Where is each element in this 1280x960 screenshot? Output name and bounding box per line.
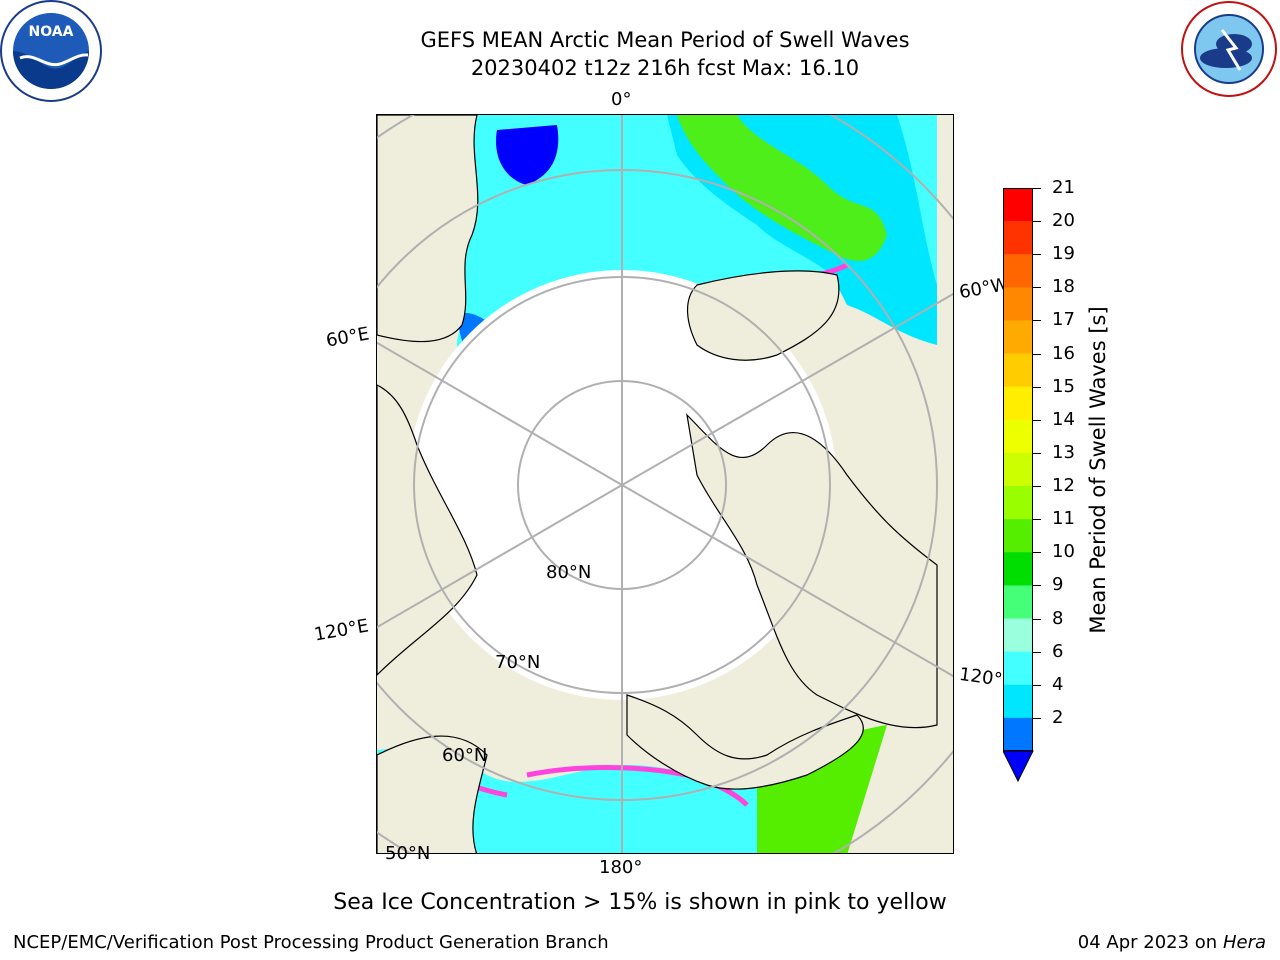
colorbar-segment <box>1003 486 1033 520</box>
colorbar-label: Mean Period of Swell Waves [s] <box>1086 306 1110 634</box>
sea-ice-note: Sea Ice Concentration > 15% is shown in … <box>333 890 947 915</box>
ice-edge-bering <box>526 765 749 807</box>
colorbar-tick-mark <box>1033 320 1041 322</box>
noaa-logo-icon: NOAA <box>0 0 102 102</box>
colorbar-segment <box>1003 684 1033 719</box>
colorbar-segment <box>1003 717 1033 752</box>
colorbar-tick-mark <box>1033 486 1041 488</box>
lon-label-120e: 120°E <box>312 615 371 646</box>
scandinavia-land <box>377 115 479 343</box>
colorbar-tick-label: 14 <box>1052 408 1075 430</box>
colorbar-tick-mark <box>1033 552 1041 554</box>
lat-label-80n: 80°N <box>546 562 592 583</box>
colorbar-tick-label: 19 <box>1052 243 1075 265</box>
colorbar-segment <box>1003 254 1033 288</box>
colorbar-tick-mark <box>1033 519 1041 521</box>
map-canvas <box>377 115 953 853</box>
polar-map <box>376 114 954 854</box>
colorbar-tick-mark <box>1033 386 1041 388</box>
colorbar-segment <box>1003 651 1033 686</box>
colorbar-segment <box>1003 519 1033 553</box>
colorbar-tick-mark <box>1033 419 1041 421</box>
colorbar-tick-mark <box>1033 221 1041 223</box>
colorbar-tick-label: 21 <box>1052 177 1075 198</box>
swell-green-pacific <box>757 725 887 853</box>
greenland-land <box>686 270 840 361</box>
colorbar-tick-label: 15 <box>1052 375 1075 397</box>
colorbar-segment <box>1003 552 1033 586</box>
lon-label-60e: 60°E <box>324 323 371 352</box>
colorbar-tick-label: 6 <box>1052 640 1064 662</box>
colorbar-tick-label: 4 <box>1052 673 1064 695</box>
footer-date-text: 04 Apr 2023 on <box>1077 932 1223 953</box>
colorbar <box>1003 188 1034 783</box>
colorbar-tick-label: 18 <box>1052 276 1075 298</box>
colorbar-tick-label: 2 <box>1052 706 1064 728</box>
colorbar-tick-mark <box>1033 254 1041 256</box>
colorbar-tick-mark <box>1033 353 1041 355</box>
footer-date: 04 Apr 2023 on Hera <box>1078 932 1266 953</box>
colorbar-tick-mark <box>1033 618 1041 620</box>
colorbar-segment <box>1003 452 1033 487</box>
lat-label-60n: 60°N <box>442 745 488 766</box>
colorbar-tick-mark <box>1033 585 1041 587</box>
colorbar-tick-label: 20 <box>1052 210 1075 232</box>
swell-green-patch <box>677 115 887 261</box>
footer-host: Hera <box>1222 932 1266 953</box>
colorbar-segment <box>1003 618 1033 653</box>
colorbar-tick-label: 8 <box>1052 607 1064 629</box>
lat-label-50n: 50°N <box>385 843 431 864</box>
colorbar-segment <box>1003 386 1033 421</box>
kamchatka-land <box>377 735 488 853</box>
lon-label-180: 180° <box>599 857 643 878</box>
colorbar-tick-label: 16 <box>1052 342 1075 364</box>
colorbar-frame <box>1003 188 1033 751</box>
lat-label-70n: 70°N <box>495 652 541 673</box>
nws-logo-icon <box>1181 1 1277 97</box>
colorbar-tick-mark <box>1033 717 1041 719</box>
colorbar-tick-mark <box>1033 287 1041 289</box>
colorbar-segment <box>1003 287 1033 321</box>
lon-label-0: 0° <box>611 89 632 110</box>
colorbar-tick-mark <box>1033 684 1041 686</box>
colorbar-segment <box>1003 353 1033 388</box>
colorbar-tick-label: 17 <box>1052 309 1075 331</box>
graticule <box>377 115 953 853</box>
colorbar-tick-mark <box>1033 188 1041 189</box>
colorbar-segment <box>1003 320 1033 355</box>
chart-subtitle: 20230402 t12z 216h fcst Max: 16.10 <box>470 56 860 80</box>
colorbar-tick-mark <box>1033 452 1041 454</box>
footer-credit: NCEP/EMC/Verification Post Processing Pr… <box>13 932 609 953</box>
baltic-low-period <box>496 125 559 185</box>
alaska-land <box>626 694 864 790</box>
chart-title: GEFS MEAN Arctic Mean Period of Swell Wa… <box>420 28 910 52</box>
colorbar-tick-label: 12 <box>1052 475 1075 497</box>
colorbar-segment <box>1003 188 1033 222</box>
noaa-logo-text: NOAA <box>29 24 74 40</box>
colorbar-tick-label: 9 <box>1052 574 1064 596</box>
colorbar-tick-label: 10 <box>1052 541 1075 563</box>
siberia-land <box>377 384 478 676</box>
colorbar-tick-mark <box>1033 651 1041 653</box>
colorbar-segment <box>1003 419 1033 454</box>
colorbar-segment <box>1003 221 1033 255</box>
colorbar-tick-label: 11 <box>1052 508 1075 530</box>
colorbar-under-arrow <box>1003 750 1034 783</box>
colorbar-segment <box>1003 585 1033 620</box>
colorbar-tick-label: 13 <box>1052 441 1075 463</box>
